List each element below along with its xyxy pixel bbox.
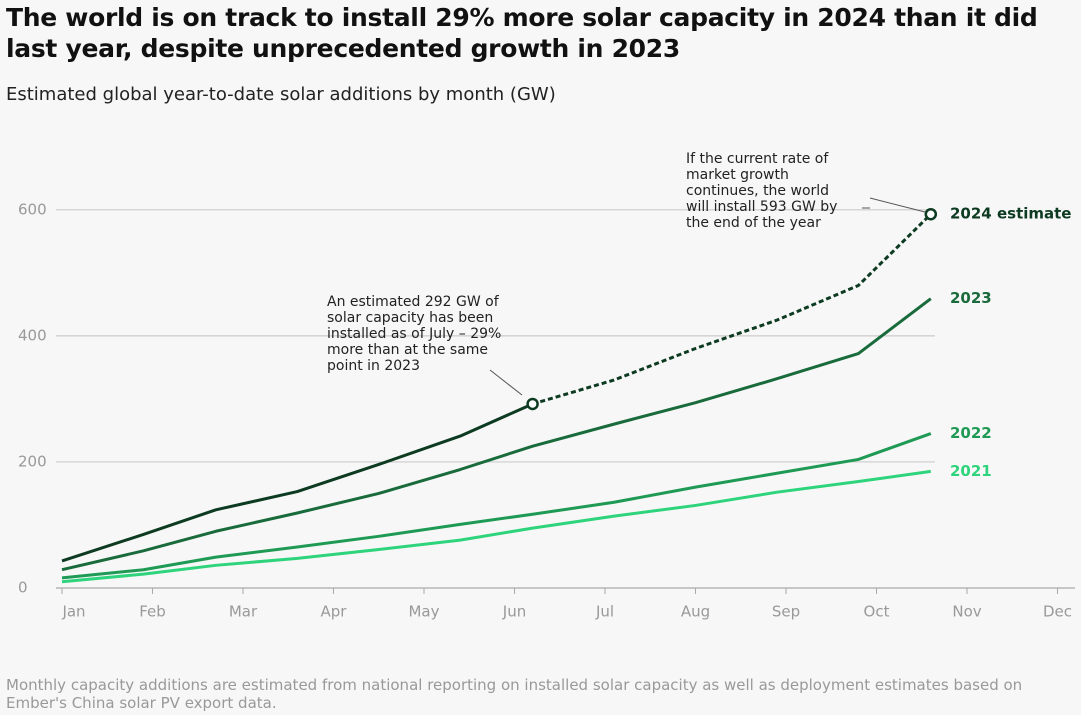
x-tick-label: Jan [61, 603, 85, 621]
annotation-line: the end of the year [686, 215, 821, 231]
y-tick-label: 200 [18, 452, 47, 470]
series-line [61, 432, 932, 580]
annotation-line: If the current rate of [686, 151, 829, 167]
annotation-line: more than at the same [327, 342, 488, 358]
annotation-line: solar capacity has been [327, 310, 493, 326]
annotation-line: point in 2023 [327, 358, 420, 374]
leader-line [489, 369, 523, 396]
x-tick-label: May [408, 603, 439, 621]
x-tick-label: Dec [1043, 603, 1072, 621]
x-tick-label: Mar [229, 603, 258, 621]
footnote: Monthly capacity additions are estimated… [6, 676, 1023, 712]
chart: 0 200 400 600 Jan Feb Mar Apr May Jun Jul Aug Sep Oct… [18, 151, 1075, 621]
x-tick-label: Aug [681, 603, 710, 621]
series-line [61, 402, 534, 563]
series-label: 2024 estimate [950, 205, 1071, 223]
y-tick-label: 400 [18, 326, 47, 344]
x-tick-label: Sep [772, 603, 800, 621]
chart-title: The world is on track to install 29% mor… [6, 3, 1038, 63]
y-tick-label: 0 [18, 579, 28, 597]
x-tick-label: Apr [321, 603, 348, 621]
series-label: 2021 [950, 462, 992, 480]
annotation: An estimated 292 GW of solar capacity has… [327, 294, 501, 374]
series-label: 2022 [950, 424, 992, 442]
series-line [61, 469, 932, 584]
leader-line [869, 197, 926, 213]
annotation-line: installed as of July – 29% [327, 326, 501, 342]
x-tick-label: Nov [952, 603, 981, 621]
y-tick-label: 600 [18, 200, 47, 218]
series-line [61, 297, 932, 572]
x-tick-label: Jun [502, 603, 526, 621]
series-line-dashed [532, 213, 932, 406]
x-tick-label: Jul [595, 603, 614, 621]
annotation-line: continues, the world [686, 183, 829, 199]
annotation-line: market growth [686, 167, 789, 183]
series-label: 2023 [950, 289, 992, 307]
x-tick-label: Feb [139, 603, 166, 621]
chart-subtitle: Estimated global year-to-date solar addi… [6, 84, 556, 105]
x-tick-label: Oct [864, 603, 890, 621]
point-marker [526, 397, 539, 411]
annotation-line: will install 593 GW by [686, 199, 837, 215]
annotation-line: An estimated 292 GW of [327, 294, 500, 310]
point-marker [924, 207, 938, 221]
annotation: If the current rate of market growth conti… [686, 151, 837, 231]
